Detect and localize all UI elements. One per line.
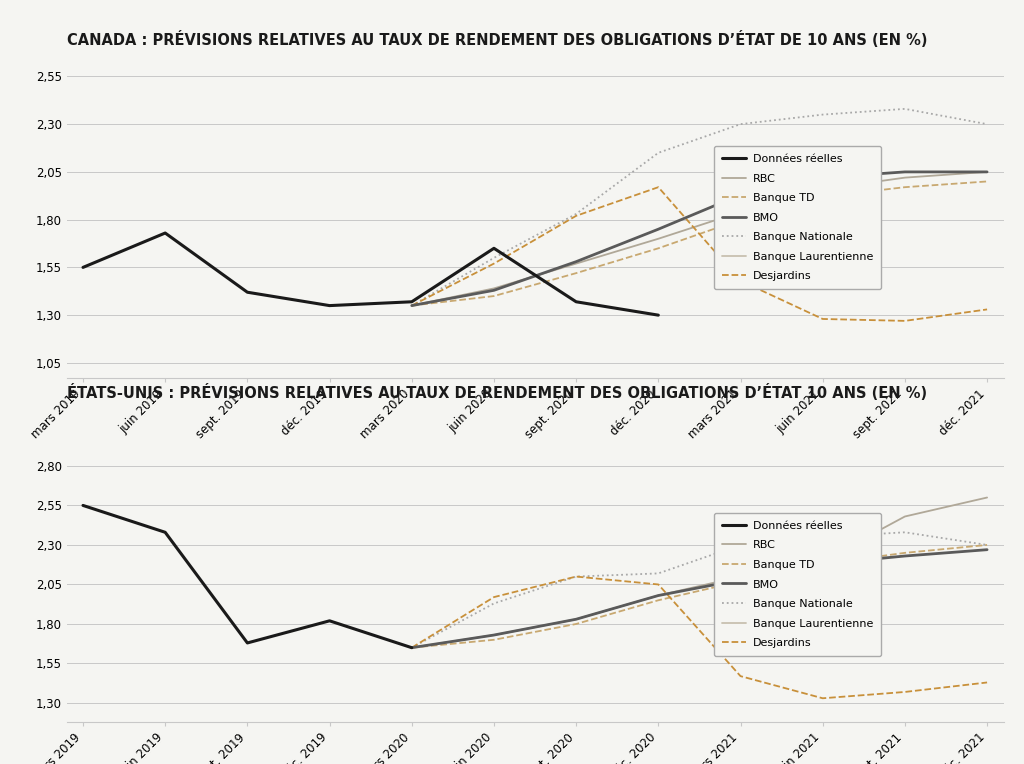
Text: ÉTATS-UNIS : PRÉVISIONS RELATIVES AU TAUX DE RENDEMENT DES OBLIGATIONS D’ÉTAT 10: ÉTATS-UNIS : PRÉVISIONS RELATIVES AU TAU… bbox=[67, 384, 927, 400]
Legend: Données réelles, RBC, Banque TD, BMO, Banque Nationale, Banque Laurentienne, Des: Données réelles, RBC, Banque TD, BMO, Ba… bbox=[714, 513, 881, 656]
Legend: Données réelles, RBC, Banque TD, BMO, Banque Nationale, Banque Laurentienne, Des: Données réelles, RBC, Banque TD, BMO, Ba… bbox=[714, 146, 881, 290]
Text: CANADA : PRÉVISIONS RELATIVES AU TAUX DE RENDEMENT DES OBLIGATIONS D’ÉTAT DE 10 : CANADA : PRÉVISIONS RELATIVES AU TAUX DE… bbox=[67, 31, 927, 47]
